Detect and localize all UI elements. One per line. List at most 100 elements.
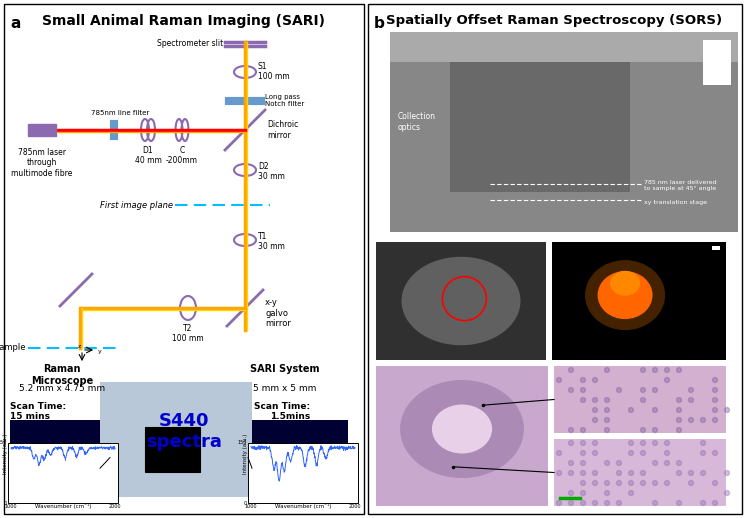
Text: z: z — [78, 344, 81, 349]
Circle shape — [604, 461, 609, 466]
Ellipse shape — [585, 260, 665, 330]
Circle shape — [580, 397, 586, 402]
Circle shape — [557, 451, 562, 455]
Circle shape — [557, 378, 562, 382]
Text: y: y — [98, 349, 101, 353]
Ellipse shape — [401, 257, 521, 346]
Bar — [28, 124, 56, 136]
Circle shape — [700, 451, 706, 455]
Text: Dichroic
mirror: Dichroic mirror — [267, 120, 298, 140]
Bar — [4, 4, 364, 514]
Circle shape — [700, 418, 706, 423]
Circle shape — [677, 470, 682, 476]
Circle shape — [557, 470, 562, 476]
Circle shape — [677, 397, 682, 402]
Circle shape — [665, 367, 669, 372]
Circle shape — [580, 500, 586, 506]
Circle shape — [616, 387, 621, 393]
Bar — [248, 443, 358, 503]
Text: x-y
galvo
mirror: x-y galvo mirror — [265, 298, 291, 328]
Circle shape — [700, 440, 706, 445]
Circle shape — [653, 500, 657, 506]
Circle shape — [653, 461, 657, 466]
Circle shape — [568, 427, 574, 433]
Text: Wavenumber (cm⁻¹): Wavenumber (cm⁻¹) — [275, 503, 331, 509]
Bar — [248, 420, 348, 495]
Text: Small Animal Raman Imaging (SARI): Small Animal Raman Imaging (SARI) — [43, 14, 325, 28]
Text: Spectrometer slit: Spectrometer slit — [157, 39, 223, 49]
Circle shape — [653, 408, 657, 412]
Circle shape — [604, 408, 609, 412]
Text: 785nm line filter: 785nm line filter — [91, 110, 149, 116]
Circle shape — [604, 491, 609, 496]
Circle shape — [628, 451, 633, 455]
Circle shape — [665, 440, 669, 445]
Circle shape — [712, 408, 718, 412]
Text: 1000: 1000 — [4, 504, 17, 509]
Circle shape — [568, 387, 574, 393]
Circle shape — [580, 378, 586, 382]
Text: First image plane: First image plane — [100, 200, 173, 209]
Circle shape — [580, 440, 586, 445]
Ellipse shape — [598, 271, 653, 319]
Circle shape — [641, 387, 645, 393]
Circle shape — [641, 481, 645, 485]
Text: Intensity (a.u.): Intensity (a.u.) — [243, 434, 248, 474]
Text: 2000: 2000 — [348, 504, 361, 509]
Circle shape — [641, 451, 645, 455]
Circle shape — [580, 461, 586, 466]
Circle shape — [628, 491, 633, 496]
Circle shape — [641, 470, 645, 476]
Text: D1
40 mm: D1 40 mm — [134, 146, 161, 165]
Text: SARI System: SARI System — [250, 364, 320, 374]
Text: b: b — [374, 16, 385, 31]
Bar — [552, 242, 726, 360]
Circle shape — [604, 397, 609, 402]
Circle shape — [616, 470, 621, 476]
Circle shape — [641, 427, 645, 433]
Bar — [390, 32, 738, 62]
Text: 785nm laser
through
multimode fibre: 785nm laser through multimode fibre — [11, 148, 72, 178]
Circle shape — [604, 500, 609, 506]
Circle shape — [628, 470, 633, 476]
Text: S1
100 mm: S1 100 mm — [258, 62, 289, 81]
Circle shape — [568, 461, 574, 466]
Circle shape — [677, 408, 682, 412]
Circle shape — [653, 440, 657, 445]
Text: Sample: Sample — [0, 343, 26, 353]
Circle shape — [712, 500, 718, 506]
Text: 5 mm x 5 mm: 5 mm x 5 mm — [254, 384, 317, 393]
Text: Collection
optics: Collection optics — [398, 112, 436, 132]
Circle shape — [712, 387, 718, 393]
Circle shape — [653, 427, 657, 433]
Bar — [368, 4, 742, 514]
Text: 5.2 mm x 4.75 mm: 5.2 mm x 4.75 mm — [19, 384, 105, 393]
Bar — [554, 439, 726, 506]
Circle shape — [677, 427, 682, 433]
Text: 0: 0 — [244, 501, 247, 506]
Circle shape — [677, 418, 682, 423]
Text: 150: 150 — [238, 440, 247, 445]
Circle shape — [677, 500, 682, 506]
Circle shape — [616, 500, 621, 506]
Text: T2
100 mm: T2 100 mm — [172, 324, 204, 343]
Circle shape — [665, 378, 669, 382]
Circle shape — [604, 481, 609, 485]
Circle shape — [712, 397, 718, 402]
Circle shape — [604, 418, 609, 423]
Circle shape — [724, 470, 730, 476]
Circle shape — [568, 500, 574, 506]
Circle shape — [580, 427, 586, 433]
Text: Long pass
Notch filter: Long pass Notch filter — [265, 94, 304, 108]
Bar — [10, 420, 110, 495]
Bar — [390, 32, 738, 232]
Text: T1
30 mm: T1 30 mm — [258, 232, 285, 251]
Circle shape — [712, 418, 718, 423]
Circle shape — [700, 470, 706, 476]
Circle shape — [580, 387, 586, 393]
Bar — [376, 242, 546, 360]
Circle shape — [712, 378, 718, 382]
Bar — [703, 40, 731, 85]
Text: 1000: 1000 — [245, 504, 257, 509]
Circle shape — [665, 451, 669, 455]
